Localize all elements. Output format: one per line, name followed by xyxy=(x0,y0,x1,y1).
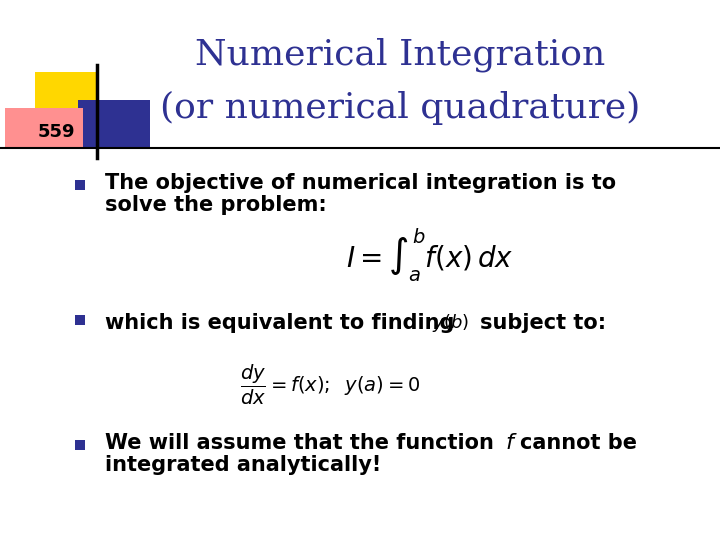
Text: 559: 559 xyxy=(38,123,76,141)
Text: $I = \int_a^b f(x)\,dx$: $I = \int_a^b f(x)\,dx$ xyxy=(346,226,513,284)
Text: We will assume that the function: We will assume that the function xyxy=(105,433,501,453)
Text: $y(b)$: $y(b)$ xyxy=(432,312,469,334)
Text: (or numerical quadrature): (or numerical quadrature) xyxy=(160,91,640,125)
Bar xyxy=(5,108,83,148)
Bar xyxy=(75,180,85,190)
Text: which is equivalent to finding: which is equivalent to finding xyxy=(105,313,454,333)
Text: $f$: $f$ xyxy=(505,433,518,453)
Text: subject to:: subject to: xyxy=(480,313,606,333)
Text: integrated analytically!: integrated analytically! xyxy=(105,455,382,475)
Text: cannot be: cannot be xyxy=(520,433,637,453)
Text: solve the problem:: solve the problem: xyxy=(105,195,327,215)
Text: The objective of numerical integration is to: The objective of numerical integration i… xyxy=(105,173,616,193)
Text: $\dfrac{dy}{dx} = f(x);\;\; y(a) = 0$: $\dfrac{dy}{dx} = f(x);\;\; y(a) = 0$ xyxy=(240,363,420,407)
Bar xyxy=(35,72,97,124)
Bar xyxy=(75,440,85,450)
Bar xyxy=(75,315,85,325)
Text: Numerical Integration: Numerical Integration xyxy=(195,38,605,72)
Bar xyxy=(78,100,150,148)
